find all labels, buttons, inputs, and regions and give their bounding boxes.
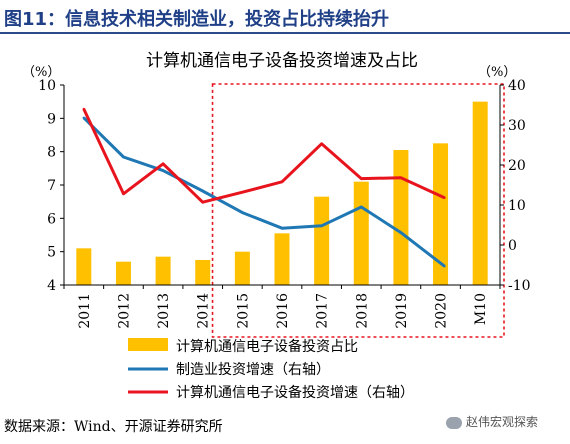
line-point-1-1 <box>122 155 125 159</box>
bar-2018 <box>353 181 369 285</box>
right-tick-label-30: 30 <box>508 118 526 134</box>
x-tick-label-2012: 2012 <box>116 293 132 329</box>
line-point-2-0 <box>82 107 86 111</box>
bar-2016 <box>274 233 290 285</box>
bar-M10 <box>472 101 488 286</box>
left-tick-label-10: 10 <box>38 78 56 94</box>
line-point-2-9 <box>443 196 446 199</box>
bar-2014 <box>195 260 211 285</box>
line-series-2 <box>82 108 446 204</box>
line-point-1-7 <box>360 205 363 209</box>
line-point-2-7 <box>360 177 363 180</box>
bars-layer <box>76 101 488 286</box>
left-tick-label-7: 7 <box>47 178 56 194</box>
line-point-2-3 <box>201 201 204 204</box>
line-point-2-2 <box>161 162 165 165</box>
x-tick-label-2011: 2011 <box>77 293 93 329</box>
wechat-icon <box>446 416 462 429</box>
lines-layer <box>82 107 446 268</box>
line-point-1-0 <box>82 116 86 120</box>
left-tick-label-5: 5 <box>47 245 56 261</box>
x-tick-label-2016: 2016 <box>275 293 291 329</box>
x-tick-label-2020: 2020 <box>434 293 450 329</box>
x-tick-label-2014: 2014 <box>196 293 212 329</box>
line-point-1-5 <box>280 227 284 230</box>
line-point-1-9 <box>443 265 446 268</box>
left-tick-label-8: 8 <box>47 145 56 161</box>
watermark-text: 赵伟宏观探索 <box>466 415 539 429</box>
left-tick-label-6: 6 <box>47 211 56 227</box>
line-point-2-5 <box>280 180 284 183</box>
x-tick-label-2015: 2015 <box>235 293 251 329</box>
line-series-1 <box>82 116 446 268</box>
line-point-1-4 <box>241 211 244 214</box>
line-point-2-4 <box>241 191 244 194</box>
figure-title: 图11：信息技术相关制造业，投资占比持续抬升 <box>4 9 390 30</box>
bar-2020 <box>433 143 449 285</box>
legend-label-line-2: 计算机通信电子设备投资增速（右轴） <box>176 384 414 401</box>
x-tick-label-2013: 2013 <box>156 293 172 329</box>
bar-2017 <box>314 196 330 285</box>
line-point-1-8 <box>399 231 403 234</box>
bar-2015 <box>234 251 250 285</box>
x-tick-label-M10: M10 <box>473 293 489 325</box>
line-point-1-6 <box>320 224 323 227</box>
right-axis-label: （%） <box>478 65 516 80</box>
bar-2011 <box>76 248 92 285</box>
watermark: 赵伟宏观探索 <box>446 413 538 430</box>
right-tick-label-40: 40 <box>508 78 526 94</box>
source-note: 数据来源：Wind、开源证券研究所 <box>4 419 223 435</box>
legend-label-line-1: 制造业投资增速（右轴） <box>176 362 330 378</box>
right-tick-label-20: 20 <box>508 158 526 174</box>
chart-title: 计算机通信电子设备投资增速及占比 <box>146 51 418 71</box>
highlight-layer <box>211 83 505 338</box>
right-tick-label--10: -10 <box>508 278 531 294</box>
left-tick-label-4: 4 <box>47 278 56 294</box>
x-tick-label-2017: 2017 <box>315 293 331 329</box>
figure-title-bar: 图11：信息技术相关制造业，投资占比持续抬升 <box>0 0 570 34</box>
line-point-1-2 <box>161 169 165 172</box>
right-tick-label-0: 0 <box>508 238 517 254</box>
left-tick-label-9: 9 <box>47 111 56 127</box>
legend-label-bar: 计算机通信电子设备投资占比 <box>176 338 358 355</box>
x-tick-label-2018: 2018 <box>354 293 370 329</box>
legend-swatch-bar <box>128 338 168 351</box>
line-point-2-6 <box>320 142 323 145</box>
line-point-2-1 <box>122 192 125 195</box>
highlight-box <box>211 83 505 338</box>
axes-layer: 4 5 6 7 8 9 10 -10 0 10 20 30 40 2011 2012 2013 2014 2015… <box>38 78 530 329</box>
bar-2019 <box>393 150 409 285</box>
x-tick-label-2019: 2019 <box>394 293 410 329</box>
bar-2012 <box>115 261 131 285</box>
bar-2013 <box>155 256 171 285</box>
left-axis-label: （%） <box>22 65 60 80</box>
right-tick-label-10: 10 <box>508 198 526 214</box>
line-point-1-3 <box>201 189 204 193</box>
line-point-2-8 <box>399 176 403 179</box>
